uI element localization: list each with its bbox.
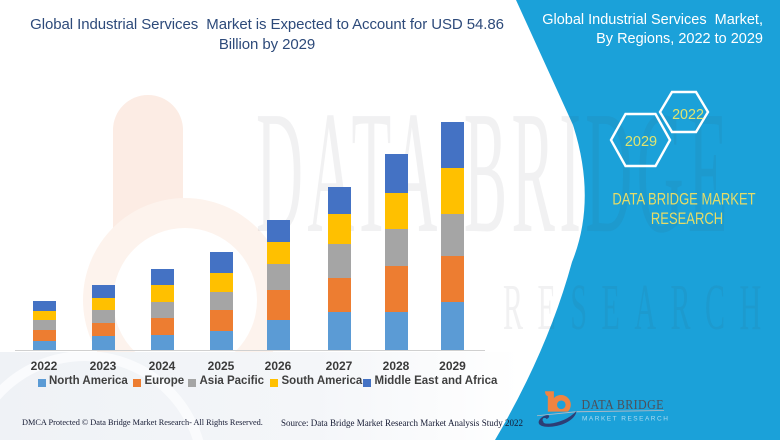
svg-text:DATA BRIDGE MARKET: DATA BRIDGE MARKET — [612, 191, 755, 209]
svg-text:MARKET RESEARCH: MARKET RESEARCH — [582, 416, 669, 423]
svg-text:RESEARCH: RESEARCH — [651, 211, 723, 229]
svg-text:2022: 2022 — [672, 107, 704, 123]
svg-text:DATA BRIDGE: DATA BRIDGE — [582, 397, 664, 412]
svg-text:2029: 2029 — [625, 134, 657, 150]
